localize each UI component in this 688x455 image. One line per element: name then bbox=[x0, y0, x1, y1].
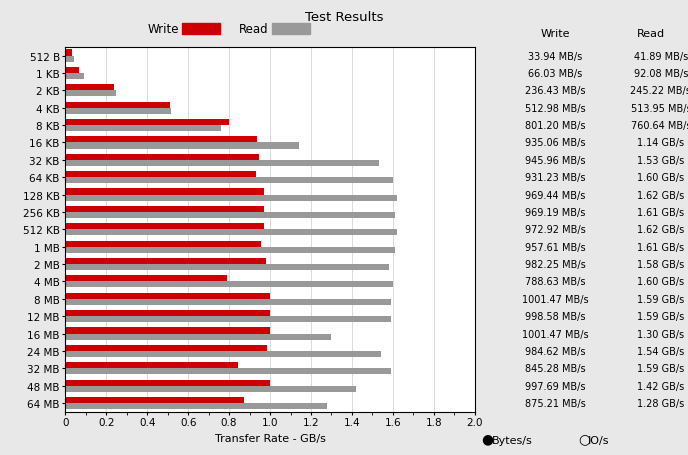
Bar bbox=[65, 334, 332, 340]
Bar bbox=[65, 403, 327, 409]
Text: 1.61 GB/s: 1.61 GB/s bbox=[637, 242, 685, 252]
Text: 1.62 GB/s: 1.62 GB/s bbox=[637, 190, 685, 200]
Text: Read: Read bbox=[239, 23, 268, 36]
Bar bbox=[65, 120, 229, 126]
Text: 1.53 GB/s: 1.53 GB/s bbox=[637, 156, 685, 166]
Bar bbox=[65, 328, 270, 334]
Text: 1.60 GB/s: 1.60 GB/s bbox=[637, 277, 685, 287]
Text: 513.95 MB/s: 513.95 MB/s bbox=[630, 103, 688, 113]
Bar bbox=[65, 68, 79, 74]
Bar bbox=[65, 74, 84, 80]
Bar bbox=[65, 345, 267, 351]
Bar bbox=[65, 137, 257, 143]
Bar bbox=[65, 51, 72, 56]
Text: 998.58 MB/s: 998.58 MB/s bbox=[525, 312, 585, 321]
Text: 41.89 MB/s: 41.89 MB/s bbox=[634, 51, 688, 61]
Bar bbox=[65, 380, 270, 386]
Text: 1.61 GB/s: 1.61 GB/s bbox=[637, 207, 685, 217]
Bar bbox=[65, 195, 397, 201]
Bar bbox=[65, 56, 74, 62]
Bar bbox=[65, 207, 264, 212]
Text: 1001.47 MB/s: 1001.47 MB/s bbox=[522, 294, 589, 304]
Text: 33.94 MB/s: 33.94 MB/s bbox=[528, 51, 583, 61]
Bar bbox=[65, 241, 261, 247]
Text: 1.62 GB/s: 1.62 GB/s bbox=[637, 225, 685, 235]
Text: 997.69 MB/s: 997.69 MB/s bbox=[525, 381, 585, 391]
Text: Bytes/s: Bytes/s bbox=[492, 435, 533, 445]
Text: 984.62 MB/s: 984.62 MB/s bbox=[525, 346, 585, 356]
Bar bbox=[65, 293, 270, 299]
Bar bbox=[65, 108, 171, 115]
Text: 1.58 GB/s: 1.58 GB/s bbox=[637, 259, 685, 269]
Text: 1.42 GB/s: 1.42 GB/s bbox=[637, 381, 685, 391]
Bar bbox=[65, 212, 395, 218]
Bar bbox=[65, 247, 395, 253]
Bar bbox=[65, 91, 116, 97]
Text: 875.21 MB/s: 875.21 MB/s bbox=[525, 398, 585, 408]
Text: 788.63 MB/s: 788.63 MB/s bbox=[525, 277, 585, 287]
Bar bbox=[65, 276, 227, 282]
Bar bbox=[65, 299, 391, 305]
Bar bbox=[65, 397, 244, 403]
Text: 1.30 GB/s: 1.30 GB/s bbox=[637, 329, 685, 339]
Text: 972.92 MB/s: 972.92 MB/s bbox=[525, 225, 585, 235]
Bar bbox=[65, 143, 299, 149]
Text: Write: Write bbox=[541, 29, 570, 39]
Bar bbox=[65, 102, 171, 108]
Bar bbox=[65, 351, 380, 357]
Text: Read: Read bbox=[636, 29, 665, 39]
Text: 92.08 MB/s: 92.08 MB/s bbox=[634, 69, 688, 79]
Bar bbox=[65, 310, 270, 316]
Text: 945.96 MB/s: 945.96 MB/s bbox=[525, 156, 585, 166]
Bar bbox=[65, 224, 264, 230]
Bar bbox=[65, 258, 266, 264]
Bar bbox=[65, 282, 393, 288]
Text: 801.20 MB/s: 801.20 MB/s bbox=[525, 121, 585, 131]
Bar bbox=[65, 172, 256, 178]
Text: Write: Write bbox=[147, 23, 179, 36]
X-axis label: Transfer Rate - GB/s: Transfer Rate - GB/s bbox=[215, 433, 325, 443]
Bar bbox=[65, 178, 393, 184]
Bar bbox=[65, 126, 221, 132]
Text: 969.44 MB/s: 969.44 MB/s bbox=[525, 190, 585, 200]
Text: 236.43 MB/s: 236.43 MB/s bbox=[525, 86, 585, 96]
Text: 1.59 GB/s: 1.59 GB/s bbox=[637, 364, 685, 374]
Text: 1001.47 MB/s: 1001.47 MB/s bbox=[522, 329, 589, 339]
Text: 245.22 MB/s: 245.22 MB/s bbox=[630, 86, 688, 96]
Text: 512.98 MB/s: 512.98 MB/s bbox=[525, 103, 585, 113]
Text: 1.59 GB/s: 1.59 GB/s bbox=[637, 294, 685, 304]
Bar bbox=[65, 230, 397, 236]
Text: 760.64 MB/s: 760.64 MB/s bbox=[631, 121, 688, 131]
Bar bbox=[65, 386, 356, 392]
Bar bbox=[65, 161, 378, 167]
Text: 845.28 MB/s: 845.28 MB/s bbox=[525, 364, 585, 374]
Text: 1.28 GB/s: 1.28 GB/s bbox=[637, 398, 685, 408]
Bar bbox=[65, 369, 391, 374]
Text: 957.61 MB/s: 957.61 MB/s bbox=[525, 242, 585, 252]
Text: Test Results: Test Results bbox=[305, 11, 383, 25]
Bar bbox=[65, 189, 264, 195]
Text: 1.59 GB/s: 1.59 GB/s bbox=[637, 312, 685, 321]
Text: 1.60 GB/s: 1.60 GB/s bbox=[637, 173, 685, 183]
Bar bbox=[65, 85, 114, 91]
Text: 931.23 MB/s: 931.23 MB/s bbox=[525, 173, 585, 183]
Text: ○: ○ bbox=[578, 431, 590, 445]
Text: 969.19 MB/s: 969.19 MB/s bbox=[525, 207, 585, 217]
Text: 1.14 GB/s: 1.14 GB/s bbox=[637, 138, 685, 148]
Bar bbox=[65, 264, 389, 271]
Text: ●: ● bbox=[482, 431, 494, 445]
Text: 982.25 MB/s: 982.25 MB/s bbox=[525, 259, 585, 269]
Text: IO/s: IO/s bbox=[588, 435, 610, 445]
Bar bbox=[65, 154, 259, 161]
Text: 66.03 MB/s: 66.03 MB/s bbox=[528, 69, 583, 79]
Bar bbox=[65, 316, 391, 323]
Text: 1.54 GB/s: 1.54 GB/s bbox=[637, 346, 685, 356]
Text: 935.06 MB/s: 935.06 MB/s bbox=[525, 138, 585, 148]
Bar bbox=[65, 362, 238, 369]
